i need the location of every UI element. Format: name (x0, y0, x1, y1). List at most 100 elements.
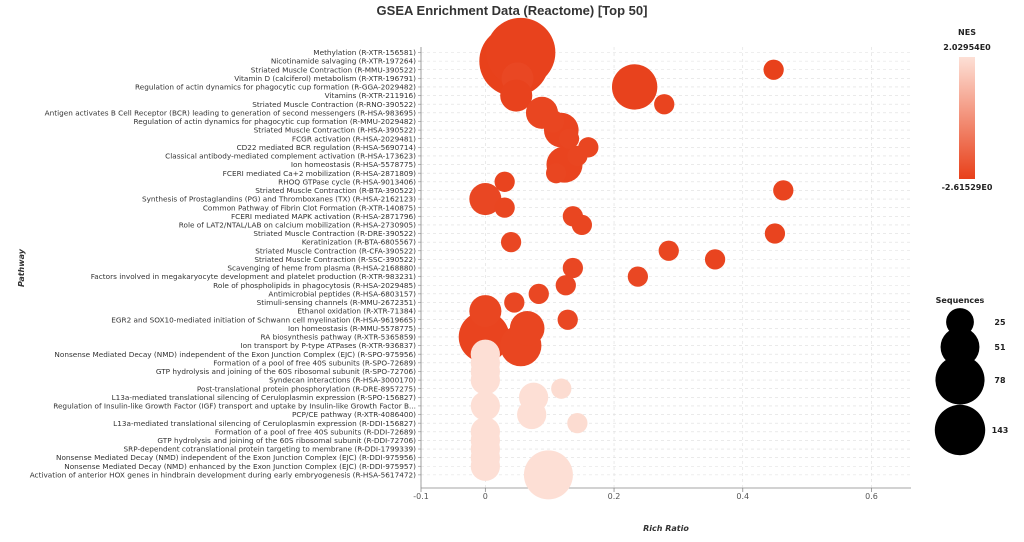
pathway-label: Formation of a pool of free 40S subunits… (213, 358, 416, 367)
pathway-label: Regulation of actin dynamics for phagocy… (135, 83, 416, 92)
bubble (494, 197, 515, 218)
pathway-label: Role of phospholipids in phagocytosis (R… (213, 281, 416, 290)
bubble (558, 128, 580, 149)
pathway-label: Nonsense Mediated Decay (NMD) independen… (56, 453, 416, 462)
bubble (470, 365, 500, 395)
bubble (764, 223, 786, 244)
pathway-label: Nonsense Mediated Decay (NMD) independen… (54, 350, 416, 359)
pathway-label: GTP hydrolysis and joining of the 60S ri… (157, 436, 416, 445)
pathway-label: Ethanol oxidation (R-XTR-71384) (297, 307, 416, 316)
bubble (658, 240, 679, 261)
grid-lines (420, 47, 911, 488)
pathway-label: Regulation of actin dynamics for phagocy… (133, 117, 416, 126)
bubble (509, 311, 545, 346)
pathway-label: CD22 mediated BCR regulation (R-HSA-5690… (237, 143, 417, 152)
pathway-label: Synthesis of Prostaglandins (PG) and Thr… (142, 195, 416, 204)
pathway-label: RHOQ GTPase cycle (R-HSA-9013406) (278, 177, 416, 186)
bubble (541, 110, 565, 133)
bubble (763, 59, 784, 80)
size-legend-title: Sequences (936, 296, 985, 305)
size-legend-bubble (940, 327, 980, 367)
bubble (469, 183, 502, 216)
bubble (517, 399, 547, 430)
pathway-label: Stimuli-sensing channels (R-MMU-2672351) (257, 298, 417, 307)
pathway-label: Striated Muscle Contraction (R-MMU-39052… (251, 65, 416, 74)
pathway-label: FCERI mediated Ca+2 mobilization (R-HSA-… (223, 169, 416, 178)
nes-color-legend: NES 2.02954E0 -2.61529E0 (942, 28, 993, 192)
pathway-label: Nicotinamide salvaging (R-XTR-197264) (271, 57, 416, 66)
size-legend-bubble (935, 355, 985, 405)
pathway-label: Classical antibody-mediated complement a… (165, 152, 416, 161)
bubble (654, 94, 675, 115)
pathway-label: RA biosynthesis pathway (R-XTR-5365859) (260, 333, 416, 342)
bubble (555, 275, 576, 296)
pathway-label: Striated Muscle Contraction (R-SSC-39052… (254, 255, 416, 264)
size-legend-label: 25 (994, 318, 1006, 327)
pathway-label: SRP-dependent cotranslational protein ta… (124, 445, 417, 454)
pathway-label: Striated Muscle Contraction (R-RNO-39052… (252, 100, 416, 109)
bubbles (458, 17, 794, 500)
bubble (557, 309, 578, 330)
pathway-label: Methylation (R-XTR-156581) (313, 48, 416, 57)
bubble (470, 451, 500, 481)
bubble (545, 163, 567, 184)
size-legend-label: 143 (992, 426, 1009, 435)
x-tick-label: -0.1 (413, 492, 429, 501)
bubble (567, 145, 588, 167)
pathway-label: PCP/CE pathway (R-XTR-4086400) (292, 410, 416, 419)
bubble (504, 292, 525, 313)
pathway-label: Ion transport by P-type ATPases (R-XTR-9… (240, 341, 416, 350)
size-legend-bubble (934, 404, 986, 456)
bubble (470, 391, 500, 421)
nes-legend-max-label: 2.02954E0 (943, 43, 991, 52)
pathway-label: Factors involved in megakaryocyte develo… (91, 272, 416, 281)
pathway-label: Keratinization (R-BTA-6805567) (302, 238, 416, 247)
bubble (494, 171, 515, 192)
pathway-label: Vitamin D (calciferol) metabolism (R-XTR… (234, 74, 416, 83)
pathway-label: Antimicrobial peptides (R-HSA-6803157) (268, 289, 416, 298)
pathway-label: Ion homeostasis (R-MMU-5578775) (288, 324, 416, 333)
bubble (551, 378, 572, 399)
bubble (469, 295, 502, 328)
pathway-label: Striated Muscle Contraction (R-HSA-39052… (254, 126, 417, 135)
pathway-label: Regulation of Insulin-like Growth Factor… (53, 402, 416, 411)
pathway-label: Ion homeostasis (R-HSA-5578775) (291, 160, 416, 169)
pathway-label: Striated Muscle Contraction (R-BTA-39052… (255, 186, 416, 195)
x-axis-title: Rich Ratio (643, 524, 689, 533)
pathway-label: Activation of anterior HOX genes in hind… (30, 470, 416, 479)
bubble (562, 257, 584, 279)
x-tick-label: 0.4 (736, 492, 749, 501)
x-tick-label: 0.2 (608, 492, 621, 501)
pathway-label: Post-translational protein phosphorylati… (197, 384, 416, 393)
bubble (627, 266, 648, 287)
bubble (500, 232, 522, 253)
bubble (567, 413, 588, 434)
bubble (611, 64, 658, 110)
pathway-label: Vitamins (R-XTR-211916) (325, 91, 417, 100)
bubble (528, 283, 549, 304)
size-legend-label: 78 (994, 376, 1006, 385)
pathway-label: Scavenging of heme from plasma (R-HSA-21… (227, 264, 416, 273)
pathway-label: Formation of a pool of free 40S subunits… (215, 427, 416, 436)
pathway-label: Common Pathway of Fibrin Clot Formation … (203, 203, 416, 212)
pathway-labels: Methylation (R-XTR-156581)Nicotinamide s… (30, 48, 421, 479)
pathway-label: Striated Muscle Contraction (R-DRE-39052… (253, 229, 416, 238)
bubble (704, 249, 726, 270)
pathway-label: GTP hydrolysis and joining of the 60S ri… (156, 367, 416, 376)
x-axis: -0.1 0 0.2 0.4 0.6 (413, 47, 911, 501)
y-axis-title: Pathway (17, 248, 26, 287)
pathway-label: Syndecan interactions (R-HSA-3000170) (269, 376, 416, 385)
pathway-label: L13a-mediated translational silencing of… (113, 419, 416, 428)
pathway-label: Antigen activates B Cell Receptor (BCR) … (45, 108, 417, 117)
bubble (773, 180, 794, 201)
pathway-label: Nonsense Mediated Decay (NMD) enhanced b… (64, 462, 416, 471)
x-tick-label: 0 (483, 492, 488, 501)
bubble (486, 17, 556, 88)
x-tick-label: 0.6 (865, 492, 878, 501)
pathway-label: Striated Muscle Contraction (R-CFA-39052… (255, 246, 416, 255)
bubble (523, 450, 573, 500)
chart-title: GSEA Enrichment Data (Reactome) [Top 50] (377, 3, 648, 18)
bubble (571, 214, 593, 236)
